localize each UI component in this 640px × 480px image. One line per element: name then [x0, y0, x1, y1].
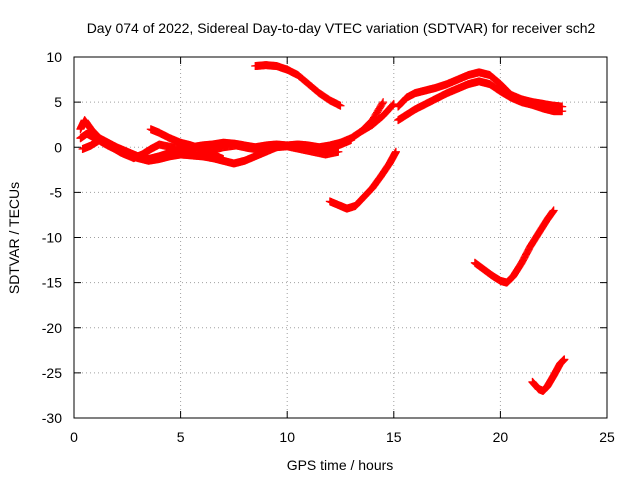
x-tick-label: 25: [599, 429, 615, 445]
series-arc-e: [357, 99, 398, 136]
series-arc-k: [528, 355, 569, 395]
y-tick-label: 5: [54, 94, 62, 110]
x-tick-label: 15: [386, 429, 402, 445]
data-points: [76, 61, 569, 395]
data-point: [560, 355, 569, 364]
series-arc-d: [146, 125, 228, 163]
y-tick-label: 10: [46, 49, 62, 65]
x-tick-label: 20: [493, 429, 509, 445]
plot-frame: [73, 56, 608, 419]
y-tick-label: -20: [42, 320, 62, 336]
data-point: [379, 98, 388, 107]
data-point: [391, 147, 400, 156]
chart-title: Day 074 of 2022, Sidereal Day-to-day VTE…: [87, 20, 596, 36]
tick-labels: 0 5 10 15 20 25 -30 -25 -20 -15 -10 -5 0 5 10: [42, 49, 615, 445]
y-axis-label: SDTVAR / TECUs: [6, 182, 22, 294]
data-point: [336, 101, 345, 110]
series-arc-j: [470, 206, 558, 287]
data-point: [389, 99, 398, 108]
data-point: [334, 147, 343, 156]
data-point: [219, 154, 228, 163]
data-point: [558, 107, 567, 116]
data-point: [549, 206, 558, 215]
x-axis-label: GPS time / hours: [287, 457, 394, 473]
series-arc-i: [394, 77, 567, 125]
series-arc-f: [251, 61, 345, 110]
y-tick-label: 0: [54, 139, 62, 155]
y-tick-label: -5: [50, 184, 63, 200]
series-arc-c: [78, 136, 343, 163]
series-arc-g: [325, 147, 400, 213]
y-tick-label: -30: [42, 410, 62, 426]
data-point: [378, 99, 387, 108]
y-tick-label: -10: [42, 230, 62, 246]
x-tick-label: 10: [279, 429, 295, 445]
y-tick-label: -15: [42, 275, 62, 291]
y-tick-label: -25: [42, 365, 62, 381]
x-tick-label: 5: [177, 429, 185, 445]
x-tick-label: 0: [70, 429, 78, 445]
